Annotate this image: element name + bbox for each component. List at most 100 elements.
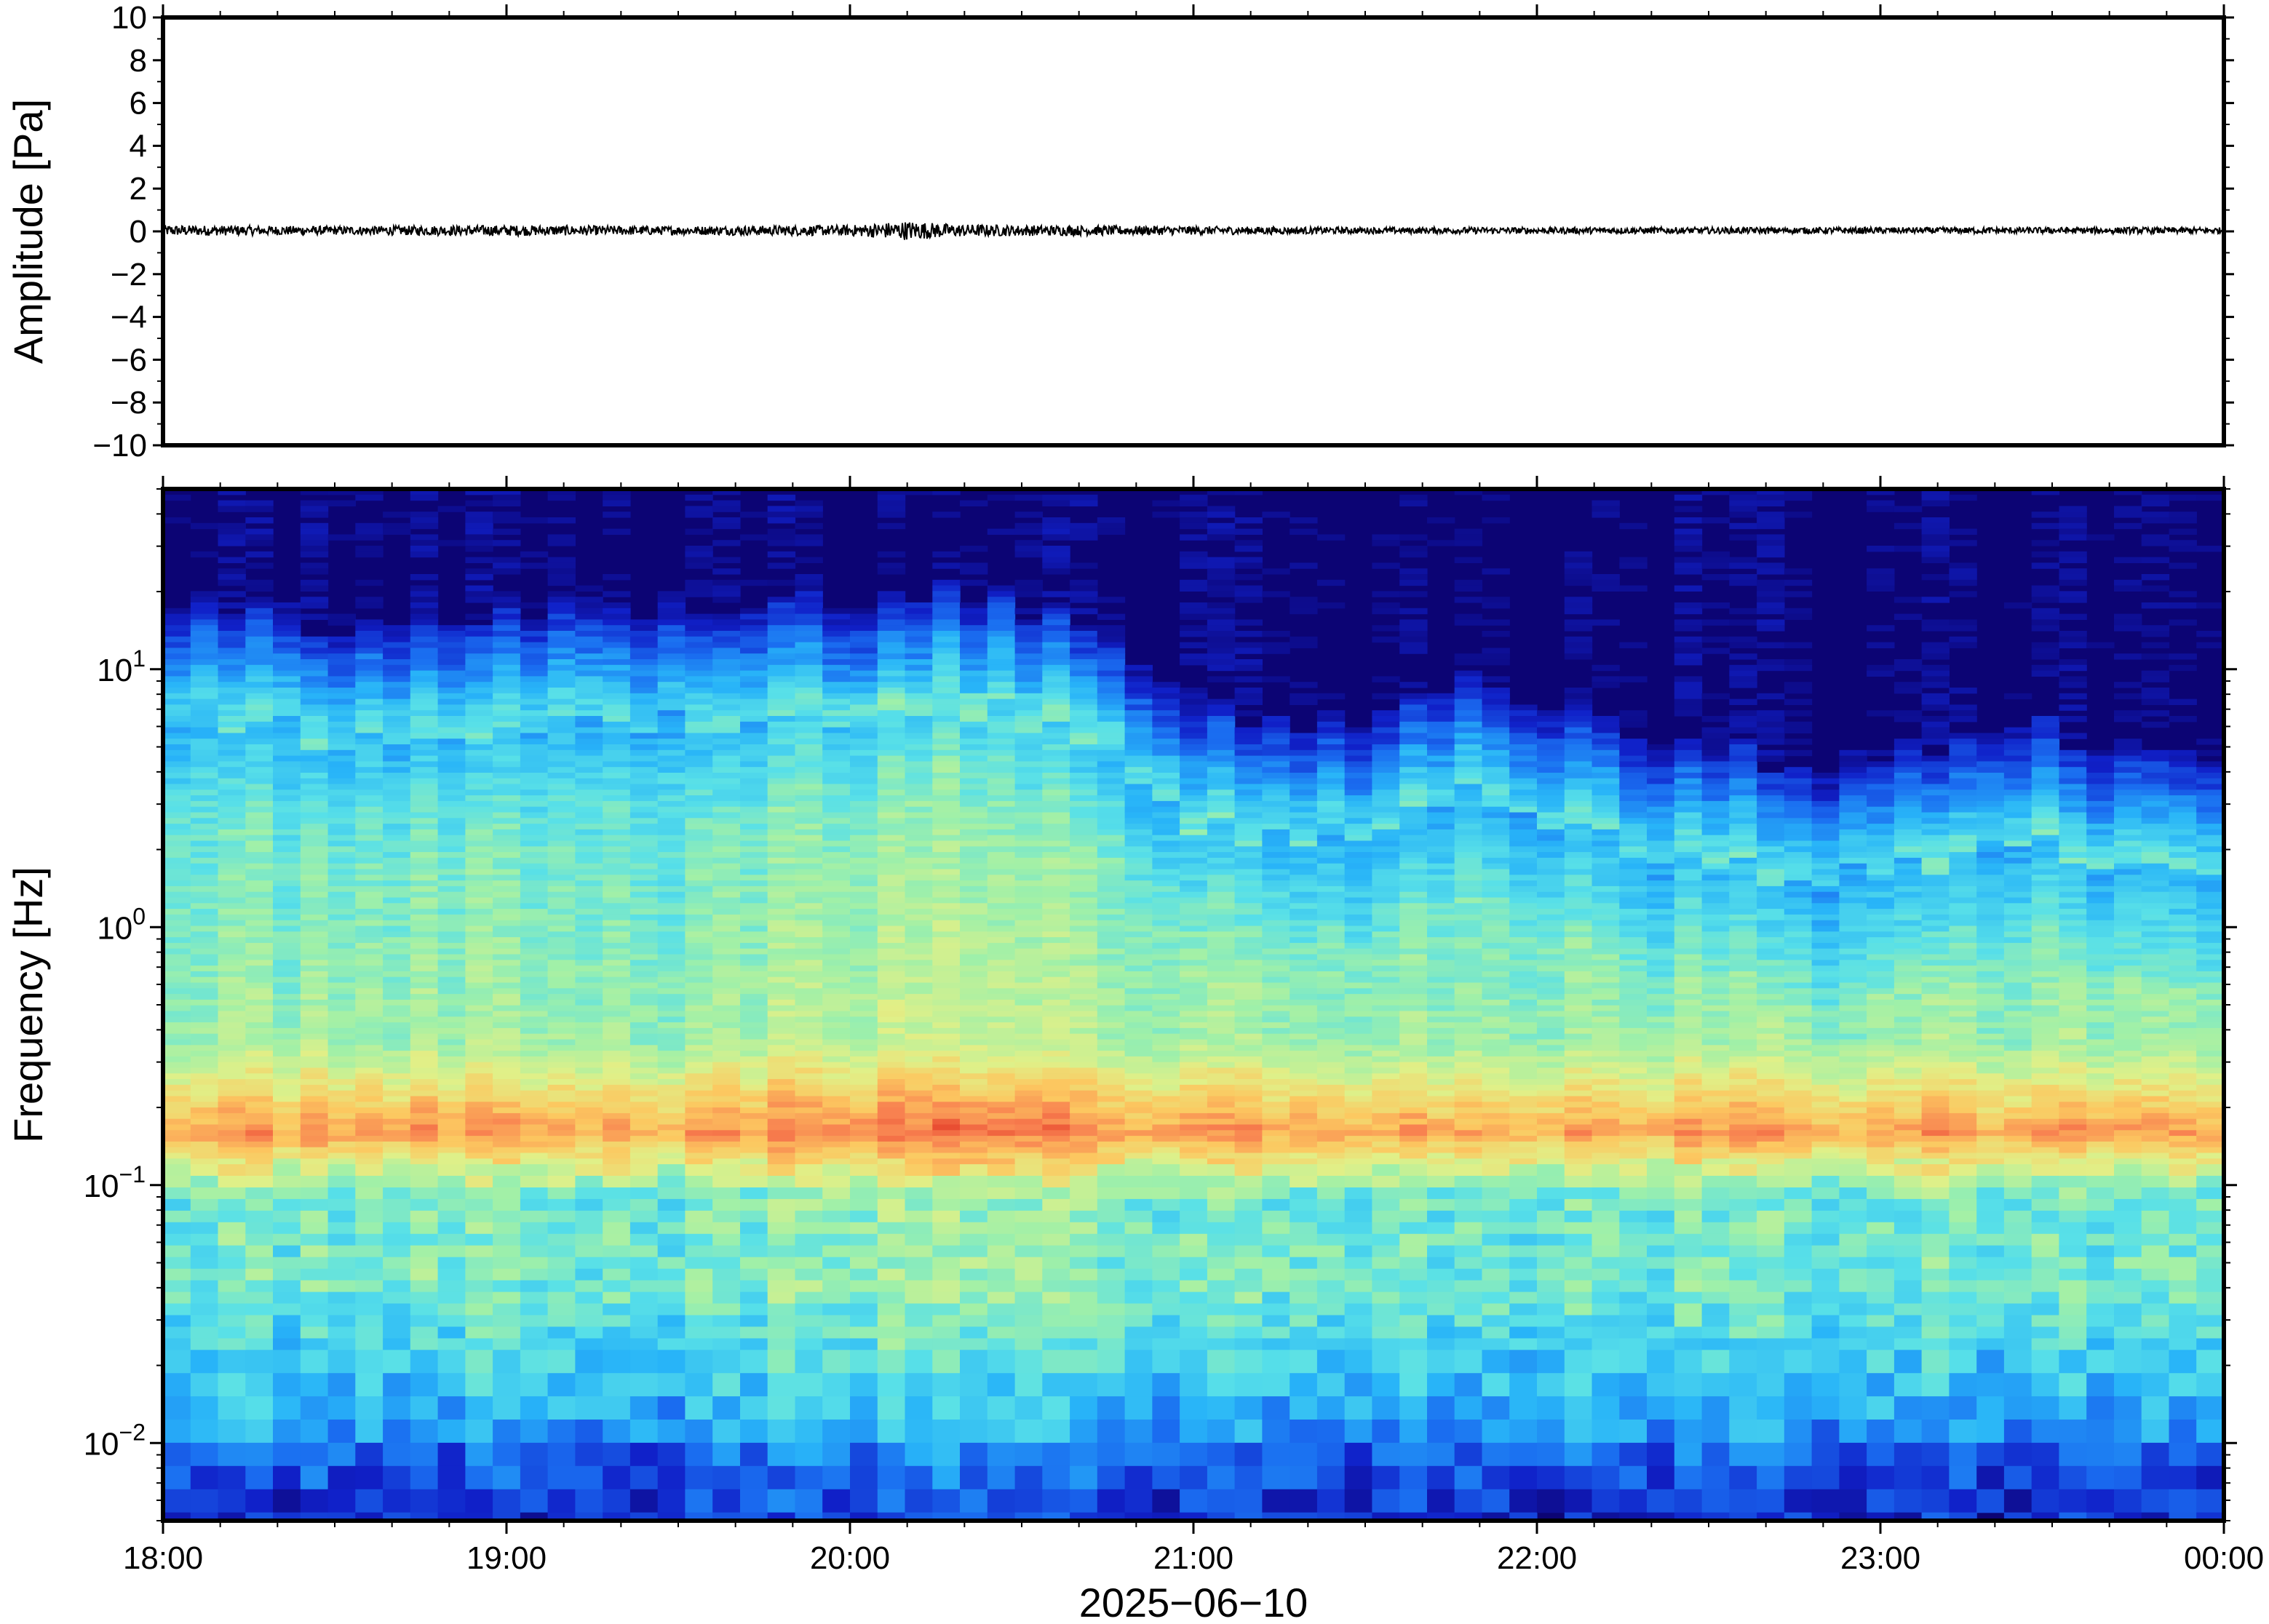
spectrogram-cell [685,863,713,870]
spectrogram-cell [932,926,961,932]
spectrogram-cell [190,1373,219,1397]
spectrogram-cell [300,999,329,1006]
spectrogram-cell [327,727,356,733]
spectrogram-cell [520,999,549,1006]
spectrogram-cell [685,835,713,842]
spectrogram-cell [1180,920,1208,927]
spectrogram-cell [1180,749,1208,757]
spectrogram-cell [218,602,246,609]
spectrogram-cell [795,1141,823,1148]
spectrogram-cell [657,1465,686,1490]
spectrogram-cell [905,1350,933,1374]
spectrogram-cell [795,1164,823,1177]
spectrogram-cell [1180,1176,1208,1188]
spectrogram-cell [767,789,796,796]
spectrogram-cell [547,795,576,802]
spectrogram-cell [795,948,823,955]
spectrogram-cell [1180,1198,1208,1211]
spectrogram-cell [603,664,631,672]
spectrogram-cell [1124,1027,1153,1035]
spectrogram-cell [520,1073,549,1080]
spectrogram-cell [245,704,274,711]
spectrogram-cell [1207,795,1236,802]
spectrogram-cell [245,1073,274,1080]
spectrogram-cell [163,1005,191,1012]
spectrogram-cell [712,664,741,672]
spectrogram-cell [795,739,823,745]
spectrogram-cell [877,994,906,1000]
spectrogram-cell [932,835,961,842]
spectrogram-cell [575,988,603,995]
spectrogram-cell [1070,716,1098,723]
spectrogram-cell [465,818,493,824]
spectrogram-cell [712,727,741,733]
spectrogram-cell [795,982,823,989]
spectrogram-cell [300,1350,329,1374]
spectrogram-cell [905,909,933,915]
spectrogram-cell [712,648,741,654]
spectrogram-cell [822,1005,851,1012]
spectrogram-cell [1097,835,1126,842]
spectrogram-cell [877,721,906,728]
spectrogram-cell [877,1118,906,1126]
spectrogram-cell [163,784,191,790]
spectrogram-cell [603,682,631,688]
spectrogram-cell [657,631,686,637]
spectrogram-cell [987,1073,1016,1080]
spectrogram-cell [1207,568,1236,575]
spectrogram-cell [629,1118,659,1126]
spectrogram-cell [740,829,768,836]
spectrogram-cell [1097,688,1126,694]
spectrogram-cell [273,954,301,960]
spectrogram-cell [410,863,439,870]
spectrogram-cell [300,1315,329,1328]
spectrogram-cell [987,597,1016,603]
spectrogram-cell [905,903,933,909]
spectrogram-cell [383,1011,411,1017]
spectrogram-cell [629,891,659,899]
spectrogram-cell [190,1350,219,1374]
spectrogram-cell [795,1016,823,1023]
spectrogram-cell [932,676,961,682]
spectrogram-cell [657,960,686,966]
spectrogram-cell [493,721,521,728]
spectrogram-cell [712,869,741,875]
spectrogram-cell [465,982,493,989]
spectrogram-cell [685,1096,713,1102]
spectrogram-cell [327,1187,356,1200]
spectrogram-cell [1152,1033,1180,1040]
spectrogram-cell [383,688,411,694]
spectrogram-cell [1180,1130,1208,1137]
spectrogram-cell [822,829,851,836]
spectrogram-cell [1180,579,1208,586]
spectrogram-cell [575,1084,603,1091]
spectrogram-cell [657,1124,686,1131]
spectrogram-cell [575,1011,603,1017]
spectrogram-cell [163,800,191,808]
spectrogram-cell [850,1130,878,1137]
spectrogram-cell [300,1045,329,1051]
spectrogram-cell [850,999,878,1006]
spectrogram-cell [437,1107,466,1114]
spectrogram-cell [355,824,384,830]
spectrogram-cell [273,914,301,921]
spectrogram-cell [383,1373,411,1397]
spectrogram-cell [629,1280,659,1293]
spectrogram-cell [1014,948,1043,955]
spectrogram-cell [465,1280,493,1293]
spectrogram-cell [629,824,659,830]
spectrogram-cell [629,937,659,944]
spectrogram-cell [1070,1067,1098,1074]
spectrogram-cell [603,1118,631,1126]
spectrogram-cell [767,721,796,728]
spectrogram-cell [163,795,191,802]
spectrogram-cell [767,976,796,984]
spectrogram-cell [767,778,796,785]
spectrogram-cell [1207,727,1236,733]
spectrogram-cell [1070,795,1098,802]
spectrogram-cell [932,1268,961,1281]
spectrogram-cell [629,806,659,813]
spectrogram-cell [465,1222,493,1235]
spectrogram-cell [905,1027,933,1035]
spectrogram-cell [740,954,768,960]
